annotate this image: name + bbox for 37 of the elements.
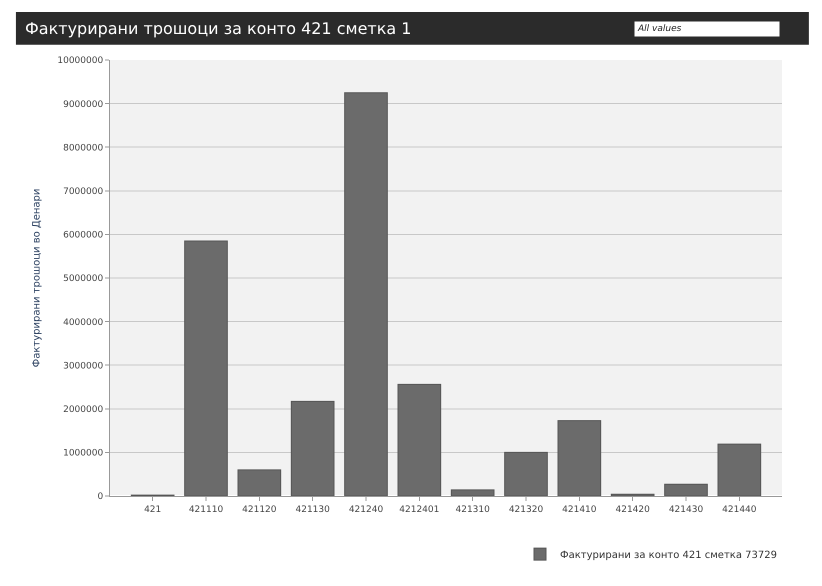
legend-label: Фактурирани за конто 421 сметка 73729 <box>560 550 777 561</box>
y-tick-label: 2000000 <box>63 404 104 415</box>
y-tick-label: 10000000 <box>57 56 104 66</box>
text: All values <box>637 24 682 34</box>
y-tick-label: 1000000 <box>63 448 104 459</box>
y-tick-label: 6000000 <box>63 230 104 241</box>
x-tick-label: 4212401 <box>399 504 440 515</box>
y-tick-label: 7000000 <box>63 186 104 197</box>
chart-title: Фактурирани трошоци за конто 421 сметка 1 <box>25 19 412 38</box>
bar <box>238 469 282 496</box>
bar <box>184 240 228 496</box>
x-tick-label: 421320 <box>508 504 544 515</box>
x-tick-label: 421410 <box>562 504 597 515</box>
y-tick-label: 9000000 <box>63 100 104 110</box>
y-axis-title: Фактурирани трошоци во Денари <box>31 188 42 368</box>
bar <box>504 452 548 496</box>
bar <box>558 420 602 496</box>
x-tick-label: 421110 <box>188 504 224 515</box>
bar <box>290 400 334 496</box>
x-tick-label: 421120 <box>242 504 277 515</box>
x-tick-label: 421310 <box>455 504 490 515</box>
bar <box>398 384 442 496</box>
x-tick-label: 421 <box>144 504 162 515</box>
x-tick-label: 421430 <box>668 504 704 515</box>
bar <box>718 444 762 496</box>
bar <box>664 484 708 496</box>
y-tick-label: 5000000 <box>63 274 104 284</box>
bar <box>450 489 494 496</box>
x-tick-label: 421240 <box>348 504 384 515</box>
x-tick-label: 421130 <box>295 504 330 515</box>
x-tick-label: 421440 <box>722 504 757 515</box>
y-tick-label: 3000000 <box>63 361 104 372</box>
x-tick-label: 421420 <box>615 504 650 515</box>
y-tick-label: 8000000 <box>63 143 104 154</box>
y-tick-label: 0 <box>97 492 104 502</box>
y-tick-label: 4000000 <box>63 318 104 328</box>
bar <box>344 92 388 496</box>
